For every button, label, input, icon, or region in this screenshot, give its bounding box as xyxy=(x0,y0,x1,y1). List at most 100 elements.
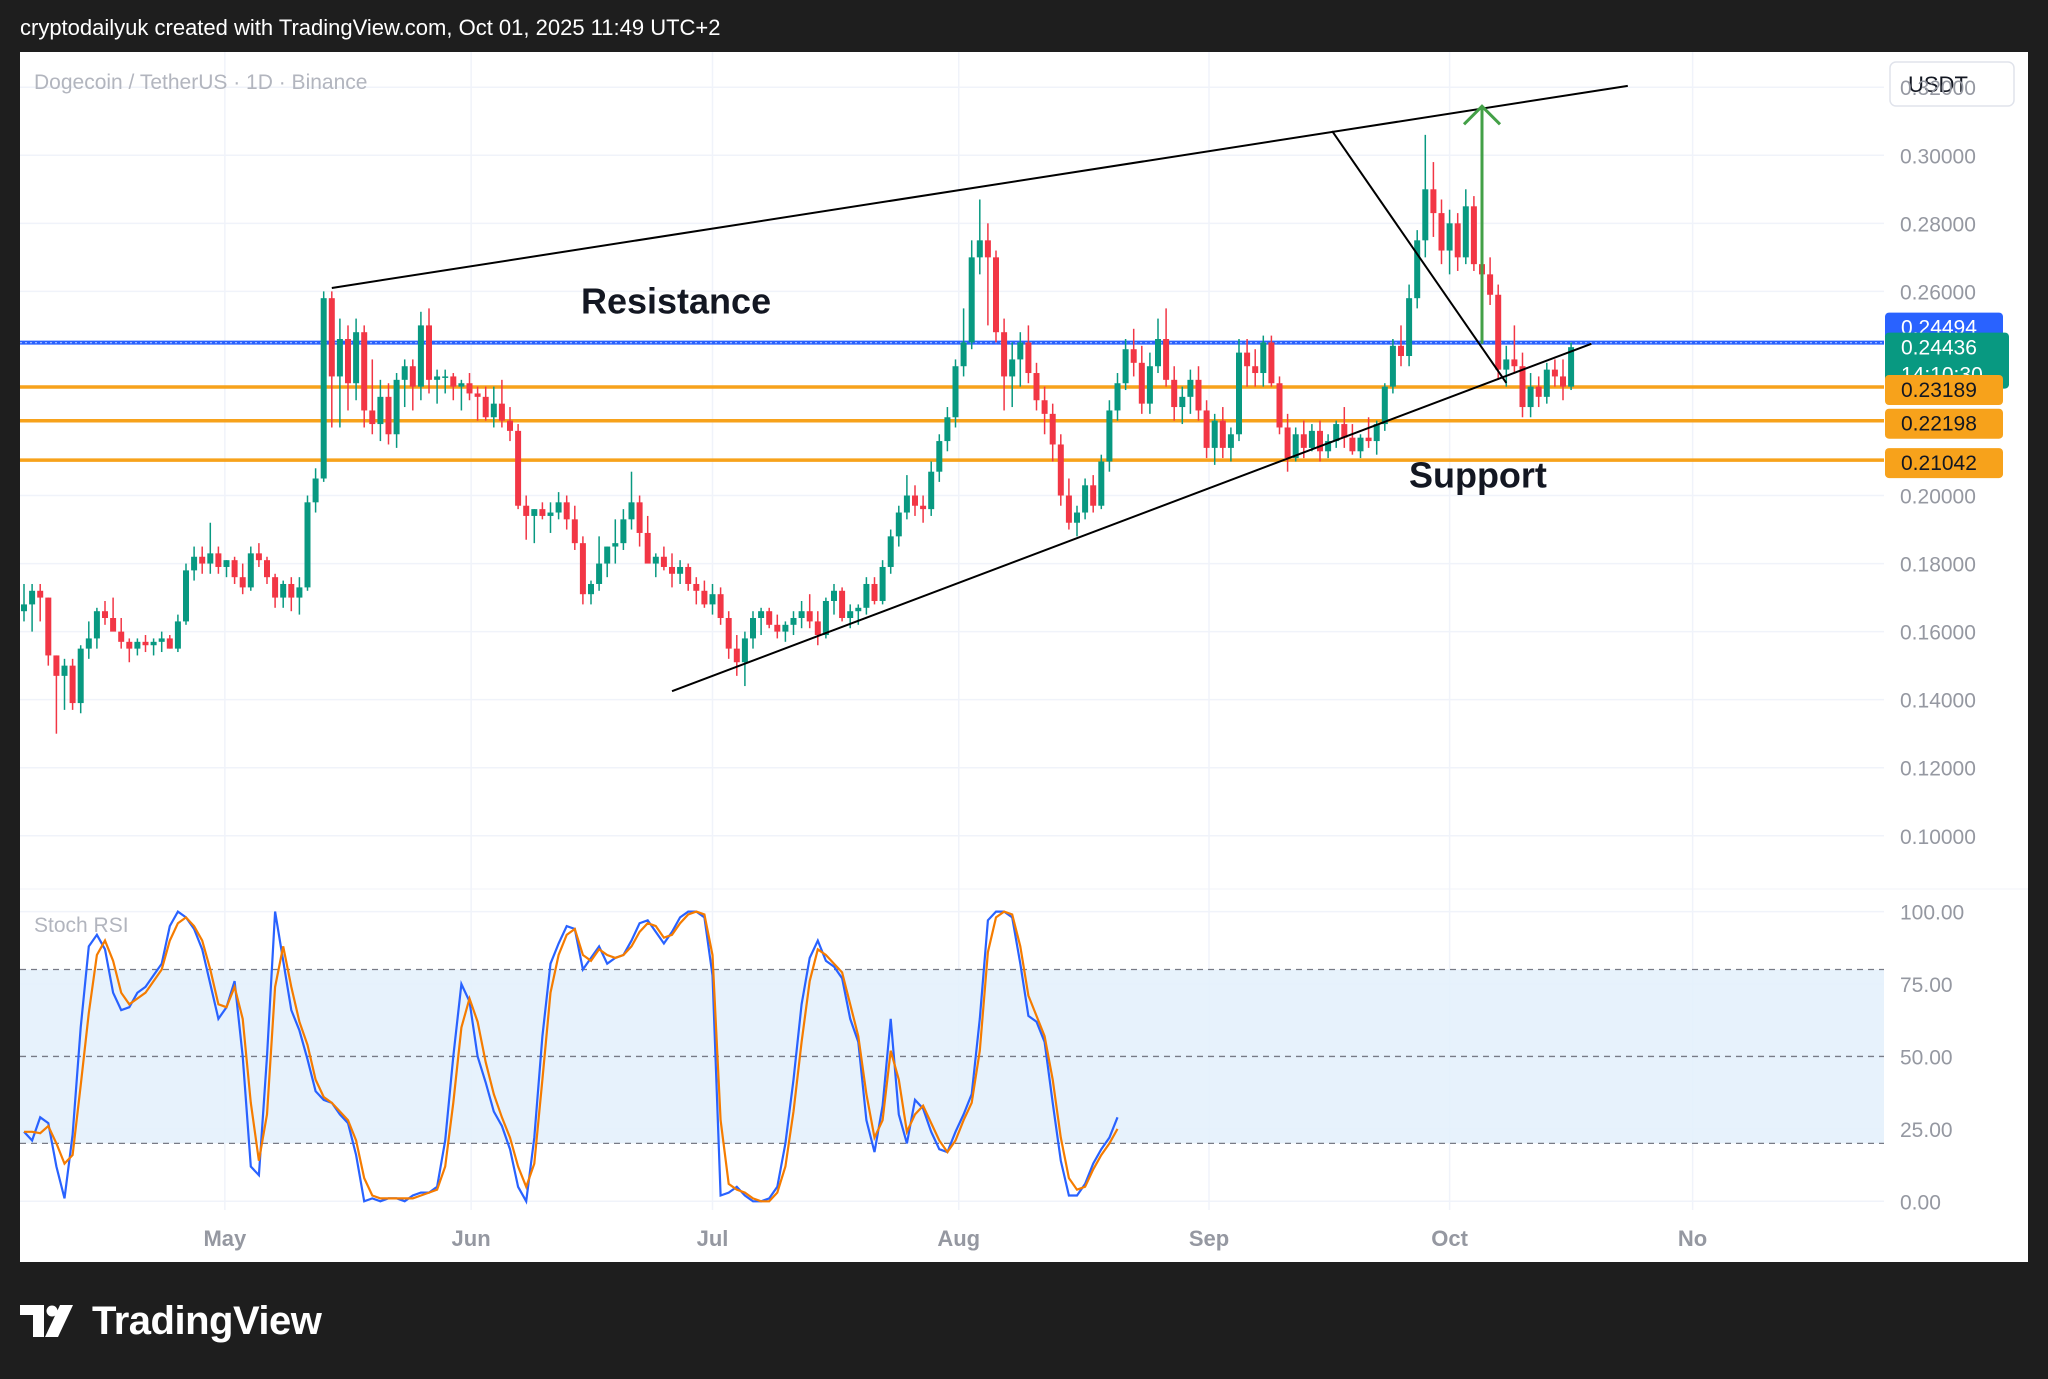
candle xyxy=(1236,339,1242,442)
candle-body xyxy=(353,332,360,384)
candle-body xyxy=(93,611,100,639)
candle xyxy=(895,505,902,547)
candle xyxy=(758,607,765,636)
candle-body xyxy=(474,393,481,397)
candle-body xyxy=(1487,274,1494,295)
candle xyxy=(620,509,627,550)
candle xyxy=(466,373,473,401)
candle-body xyxy=(1560,376,1566,387)
candle-body xyxy=(328,298,335,377)
candle-body xyxy=(345,339,351,384)
candle-body xyxy=(1446,223,1453,251)
candle xyxy=(968,240,975,350)
candle xyxy=(547,502,554,533)
candle xyxy=(1519,352,1526,418)
candle-body xyxy=(936,441,943,472)
candle xyxy=(693,577,700,605)
candle-body xyxy=(1503,359,1510,370)
chart-caption: cryptodailyuk created with TradingView.c… xyxy=(20,15,721,40)
candle-body xyxy=(409,366,416,387)
candle xyxy=(1308,424,1315,452)
candle-body xyxy=(822,600,829,636)
candle-body xyxy=(45,597,52,656)
candle-body xyxy=(750,618,756,639)
candle-body xyxy=(1495,294,1502,370)
candle-body xyxy=(1543,369,1550,397)
candle-body xyxy=(401,366,408,380)
candle xyxy=(1130,328,1137,377)
candle xyxy=(741,631,748,687)
candle-body xyxy=(604,546,611,564)
last-price-label: 0.24436 xyxy=(1901,337,1977,360)
candle xyxy=(134,638,141,656)
candle-body xyxy=(1341,424,1348,438)
candle xyxy=(1325,434,1332,459)
candle-body xyxy=(1357,437,1364,452)
candle xyxy=(984,223,991,326)
candle xyxy=(353,318,360,401)
candle xyxy=(1317,420,1323,462)
candle xyxy=(93,607,100,649)
candle-body xyxy=(223,560,230,567)
candle-body xyxy=(1122,349,1129,384)
candle-body xyxy=(458,383,465,387)
candle-body xyxy=(1414,240,1421,299)
candle xyxy=(612,519,619,564)
candle xyxy=(1560,359,1566,401)
price-tick-label: 0.14000 xyxy=(1900,690,1976,713)
price-tick-label: 0.18000 xyxy=(1900,554,1976,577)
candle-body xyxy=(887,536,894,567)
candle xyxy=(1163,308,1170,387)
candle xyxy=(304,495,311,591)
candle-body xyxy=(1511,359,1518,367)
candle-body xyxy=(77,648,84,704)
candle xyxy=(1146,352,1153,414)
candle-body xyxy=(1551,369,1558,377)
candle-body xyxy=(652,556,659,564)
candle-body xyxy=(174,621,181,649)
candle-body xyxy=(1211,420,1218,448)
candle xyxy=(29,583,36,632)
candle xyxy=(191,546,198,581)
candle-body xyxy=(1252,366,1259,374)
candle xyxy=(920,495,927,523)
candle xyxy=(652,553,659,578)
candle-body xyxy=(660,556,667,567)
candle-body xyxy=(1292,434,1299,459)
candle-body xyxy=(733,648,740,663)
candle-body xyxy=(264,560,270,578)
candle xyxy=(53,655,60,734)
axis-mask xyxy=(1884,1225,2028,1260)
candle-body xyxy=(280,583,287,598)
candle xyxy=(750,611,756,649)
candle xyxy=(361,325,368,428)
candle xyxy=(45,597,52,666)
price-tick-label: 0.10000 xyxy=(1900,826,1976,849)
candle-body xyxy=(1179,396,1186,408)
candle xyxy=(77,645,84,714)
candle-body xyxy=(417,325,424,387)
candle xyxy=(426,308,432,394)
candle-body xyxy=(1454,223,1461,258)
candle-body xyxy=(1146,366,1153,404)
candle xyxy=(912,485,918,516)
candle xyxy=(839,587,846,622)
support-1-badge xyxy=(1885,375,2003,406)
candle-body xyxy=(134,641,141,649)
candle-body xyxy=(1033,373,1040,401)
candle xyxy=(1535,376,1542,408)
candle xyxy=(247,546,254,591)
candle xyxy=(158,631,165,653)
candle-body xyxy=(920,505,927,510)
price-tick-label: 0.30000 xyxy=(1900,145,1976,168)
candle-body xyxy=(1260,342,1267,374)
candle-body xyxy=(183,570,189,622)
candle xyxy=(345,325,351,411)
candle-body xyxy=(126,641,133,649)
candle-body xyxy=(879,566,886,601)
candle-body xyxy=(547,512,554,516)
candle xyxy=(887,529,894,574)
candle-body xyxy=(1333,424,1340,442)
candle-body xyxy=(142,641,149,646)
